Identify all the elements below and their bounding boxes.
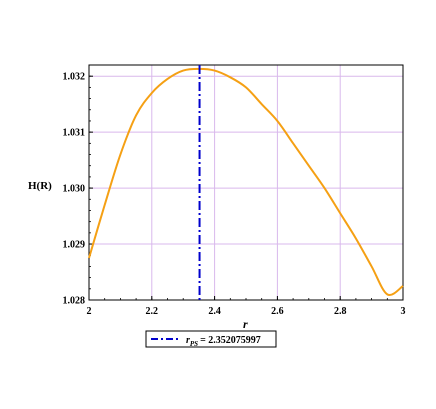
y-tick-label: 1.032 [63, 72, 86, 83]
y-axis-label: H(R) [28, 180, 52, 192]
x-tick-label: 2.2 [146, 306, 159, 317]
x-tick-label: 2.6 [271, 306, 284, 317]
x-axis-label: r [243, 317, 248, 331]
legend-label-subscript: PS [190, 340, 198, 348]
x-axis-ticks: 2 2.2 2.4 2.6 2.8 3 [87, 296, 406, 317]
x-tick-label: 2 [87, 306, 92, 317]
x-tick-label: 2.4 [208, 306, 221, 317]
y-tick-label: 1.030 [63, 184, 86, 195]
y-tick-label: 1.028 [63, 296, 86, 307]
legend-label-value: = 2.352075997 [200, 335, 261, 346]
series-group [88, 67, 404, 297]
y-axis-ticks: 1.028 1.029 1.030 1.031 1.032 [63, 64, 93, 307]
series-line-h-r [88, 67, 404, 297]
x-tick-label: 3 [401, 306, 406, 317]
y-tick-label: 1.031 [63, 128, 86, 139]
x-tick-label: 2.8 [334, 306, 347, 317]
legend-box [145, 330, 277, 348]
legend: rPS = 2.352075997 [145, 330, 277, 348]
grid-lines [88, 65, 404, 301]
plot-frame [88, 64, 404, 301]
legend-label-symbol: r [186, 335, 190, 346]
y-tick-label: 1.029 [63, 240, 86, 251]
legend-label: rPS = 2.352075997 [186, 335, 261, 348]
